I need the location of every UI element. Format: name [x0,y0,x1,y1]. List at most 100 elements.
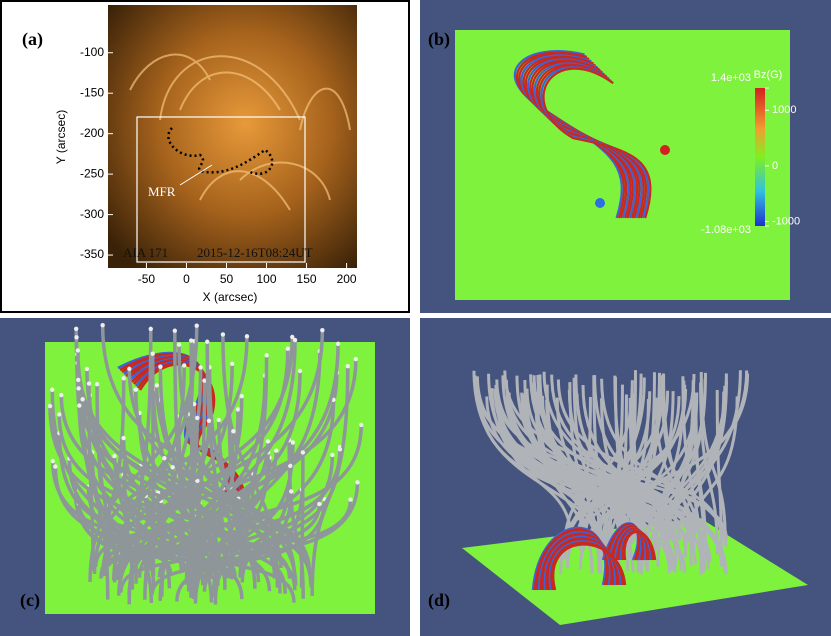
field-line-end [220,332,226,337]
y-tick-label: -100 [80,45,104,59]
field-line [157,449,342,578]
field-line-end [195,478,200,484]
field-line-end [274,448,279,453]
aia-image [108,5,357,268]
field-line-end [348,497,353,502]
y-axis-label: Y (arcsec) [54,110,68,164]
field-line-end [202,378,207,383]
field-line-end [74,335,79,340]
field-line [572,377,602,549]
field-line-end [206,418,212,424]
negative-polarity [595,198,605,208]
field-line [299,452,305,588]
panel-label: (d) [428,590,450,611]
field-line [239,355,269,567]
field-line-end [112,453,117,459]
field-line-end [194,323,199,328]
field-line [77,405,172,589]
field-line [550,374,709,560]
field-line [656,391,726,567]
field-line [57,414,259,575]
field-line-end [330,452,335,458]
field-line-end [100,322,105,328]
y-tick-label: -150 [80,85,104,99]
field-line-end [121,376,126,381]
flux-rope-line [542,67,652,219]
field-line [170,467,292,579]
field-line-end [148,326,153,332]
colorbar-tick-label: -1.08e+03 [701,224,751,236]
field-line-end [53,464,58,469]
y-tick-label: -250 [80,166,104,180]
colorbar-tick-label: 1000 [772,104,796,116]
field-line-end [59,392,64,398]
colorbar-tick-label: -1000 [772,215,800,227]
field-line [662,374,693,566]
field-line-end [50,387,55,392]
field-line [597,370,749,558]
field-line-end [80,397,85,402]
field-line-end [195,415,200,421]
field-line [699,382,719,555]
mfr-pointer [179,164,213,186]
field-line-end [133,387,138,392]
x-axis-label: X (arcsec) [203,290,258,304]
field-line-end [288,463,293,469]
field-line-end [127,366,132,372]
field-line-end [84,366,90,372]
field-line-end [192,401,197,407]
field-line-end [297,368,303,374]
field-line-end [73,326,79,331]
field-line-end [235,407,241,412]
field-line [186,340,297,592]
x-tick-label: 0 [183,272,190,286]
colorbar-title: Bz(G) [754,69,783,81]
field-line [507,392,712,562]
field-line-end [50,458,55,464]
field-line-end [300,450,306,455]
colorbar-tick-label: 1.4e+03 [711,72,751,84]
coronal-loops [129,53,351,211]
x-tick-label: 50 [220,272,234,286]
field-line-end [158,364,163,369]
colorbar [755,88,765,226]
field-line [88,325,199,582]
field-line [683,396,739,558]
field-line [541,395,621,541]
panel-label: (c) [20,590,40,611]
field-line [503,370,728,547]
time-label: 2015-12-16T08:24UT [197,245,313,260]
x-tick-label: 200 [337,272,357,286]
field-line-end [76,386,81,391]
x-tick-label: 150 [297,272,317,286]
field-line-end [57,412,62,417]
field-line-end [198,365,203,370]
field-line [127,368,297,576]
colorbar-tick-label: 0 [772,160,778,172]
field-line-end [75,348,81,353]
field-line-end [355,480,360,485]
field-line [160,417,199,597]
field-line [674,380,728,566]
field-line-end [265,439,271,444]
field-line-end [77,403,82,408]
y-tick-label: -350 [80,247,104,261]
field-line [53,466,194,585]
field-line-end [244,334,250,339]
field-line-end [162,455,167,461]
field-line [531,382,640,549]
field-line-end [337,447,343,452]
flux-rope-line [551,530,657,591]
field-line-end [290,334,295,340]
positive-polarity [660,145,670,155]
field-line [127,431,236,596]
panel-label: (a) [22,29,43,50]
field-line [230,489,287,594]
field-line-end [290,440,296,445]
field-line [310,366,350,596]
x-tick-label: -50 [138,272,156,286]
field-line-end [154,383,159,388]
field-line-end [359,422,364,428]
field-line-end [353,356,359,362]
